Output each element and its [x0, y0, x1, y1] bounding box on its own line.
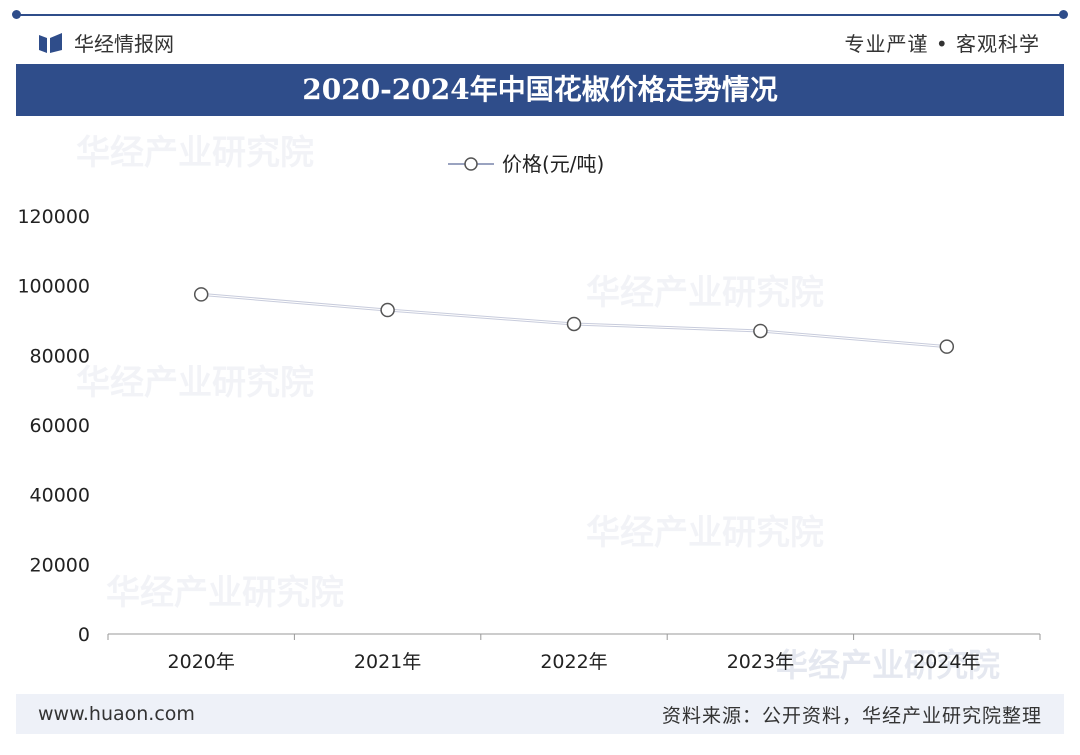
line-chart: 华经产业研究院华经产业研究院华经产业研究院华经产业研究院华经产业研究院华经产业研…	[17, 133, 1041, 684]
brand: 华经情报网	[38, 28, 174, 57]
x-tick-label-0: 2020年	[168, 651, 235, 673]
y-tick-label-2: 40000	[30, 485, 90, 507]
x-tick-label-4: 2024年	[913, 651, 980, 673]
brand-name: 华经情报网	[74, 32, 174, 56]
rule-dot-right	[1059, 10, 1068, 19]
watermark-brand: 华经产业研究院	[776, 646, 1000, 684]
watermark-layer: 华经产业研究院华经产业研究院华经产业研究院华经产业研究院华经产业研究院华经产业研…	[76, 133, 1000, 684]
data-point-2	[566, 316, 582, 332]
top-rule	[12, 10, 1068, 19]
x-tick-label-1: 2021年	[354, 651, 421, 673]
y-tick-label-4: 80000	[30, 345, 90, 367]
data-point-1	[380, 302, 395, 318]
watermark-text-2: 华经产业研究院	[76, 363, 314, 403]
data-point-0	[193, 287, 209, 302]
watermark-text-1: 华经产业研究院	[586, 273, 824, 313]
x-tick-label-2: 2022年	[540, 651, 607, 673]
watermark-text-0: 华经产业研究院	[76, 133, 314, 173]
chart-frame: 华经情报网 专业严谨 • 客观科学 2020-2024年中国花椒价格走势情况 华…	[12, 10, 1068, 741]
watermark-text-3: 华经产业研究院	[586, 513, 824, 553]
data-point-3	[753, 323, 768, 339]
footer: www.huaon.com 资料来源：公开资料，华经产业研究院整理	[16, 694, 1064, 734]
brand-logo-icon	[39, 32, 62, 53]
x-tick-label-3: 2023年	[727, 651, 794, 673]
series-layer	[193, 287, 955, 354]
legend-label: 价格(元/吨)	[502, 152, 604, 176]
y-axis: 0 20000 40000 60000 80000 100000 120000	[17, 206, 90, 646]
y-tick-label-3: 60000	[30, 415, 90, 437]
motto: 专业严谨 • 客观科学	[844, 32, 1040, 56]
legend-marker	[464, 157, 478, 171]
footer-source: 资料来源：公开资料，华经产业研究院整理	[661, 704, 1042, 727]
y-tick-label-1: 20000	[30, 554, 90, 576]
watermark-text-4: 华经产业研究院	[106, 573, 344, 613]
y-tick-label-0: 0	[78, 624, 90, 646]
chart-title: 2020-2024年中国花椒价格走势情况	[16, 64, 1064, 116]
footer-website: www.huaon.com	[38, 703, 195, 725]
y-tick-label-6: 120000	[17, 206, 90, 228]
rule-dot-left	[12, 10, 21, 19]
x-axis: 2020年 2021年 2022年 2023年 2024年	[107, 633, 1041, 673]
data-point-4	[939, 339, 955, 354]
y-tick-label-5: 100000	[17, 276, 90, 298]
legend: 价格(元/吨)	[448, 152, 604, 176]
